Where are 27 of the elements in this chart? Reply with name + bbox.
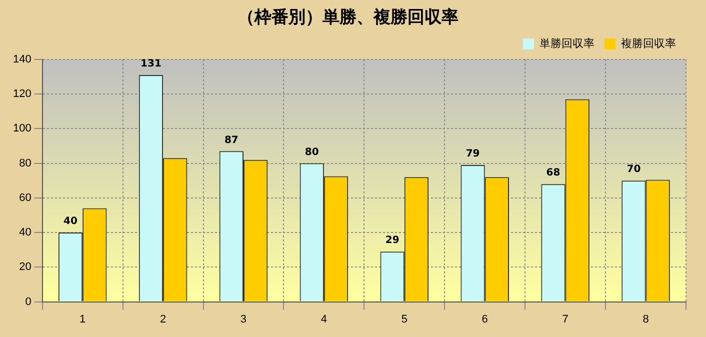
x-tick-label: 6	[482, 313, 488, 326]
y-tick-label: 120	[12, 88, 32, 100]
data-label: 131	[140, 58, 162, 70]
data-label: 87	[224, 134, 238, 146]
y-tick-label: 140	[12, 53, 32, 66]
x-tick-label: 2	[160, 313, 166, 326]
data-label: 29	[385, 235, 400, 246]
data-label: 79	[466, 148, 480, 160]
data-label: 80	[304, 146, 319, 158]
data-label: 68	[546, 168, 560, 179]
y-tick-label: 40	[19, 226, 32, 239]
x-tick-label: 3	[240, 313, 247, 326]
legend-label: 複勝回収率	[621, 36, 676, 50]
x-tick-label: 4	[320, 313, 328, 326]
y-tick-label: 80	[19, 157, 32, 170]
x-tick-label: 1	[80, 313, 86, 326]
chart-title: （枠番別）単勝、複勝回収率	[238, 8, 458, 28]
legend-label: 単勝回収率	[540, 36, 594, 50]
data-label: 40	[64, 216, 78, 228]
x-tick-label: 7	[562, 313, 568, 326]
y-tick-label: 0	[25, 296, 32, 308]
x-tick-label: 5	[401, 313, 408, 326]
data-label: 70	[626, 164, 641, 176]
y-tick-label: 60	[19, 192, 32, 204]
y-tick-label: 100	[12, 122, 32, 135]
x-tick-label: 8	[642, 313, 649, 326]
y-tick-label: 20	[19, 261, 32, 274]
